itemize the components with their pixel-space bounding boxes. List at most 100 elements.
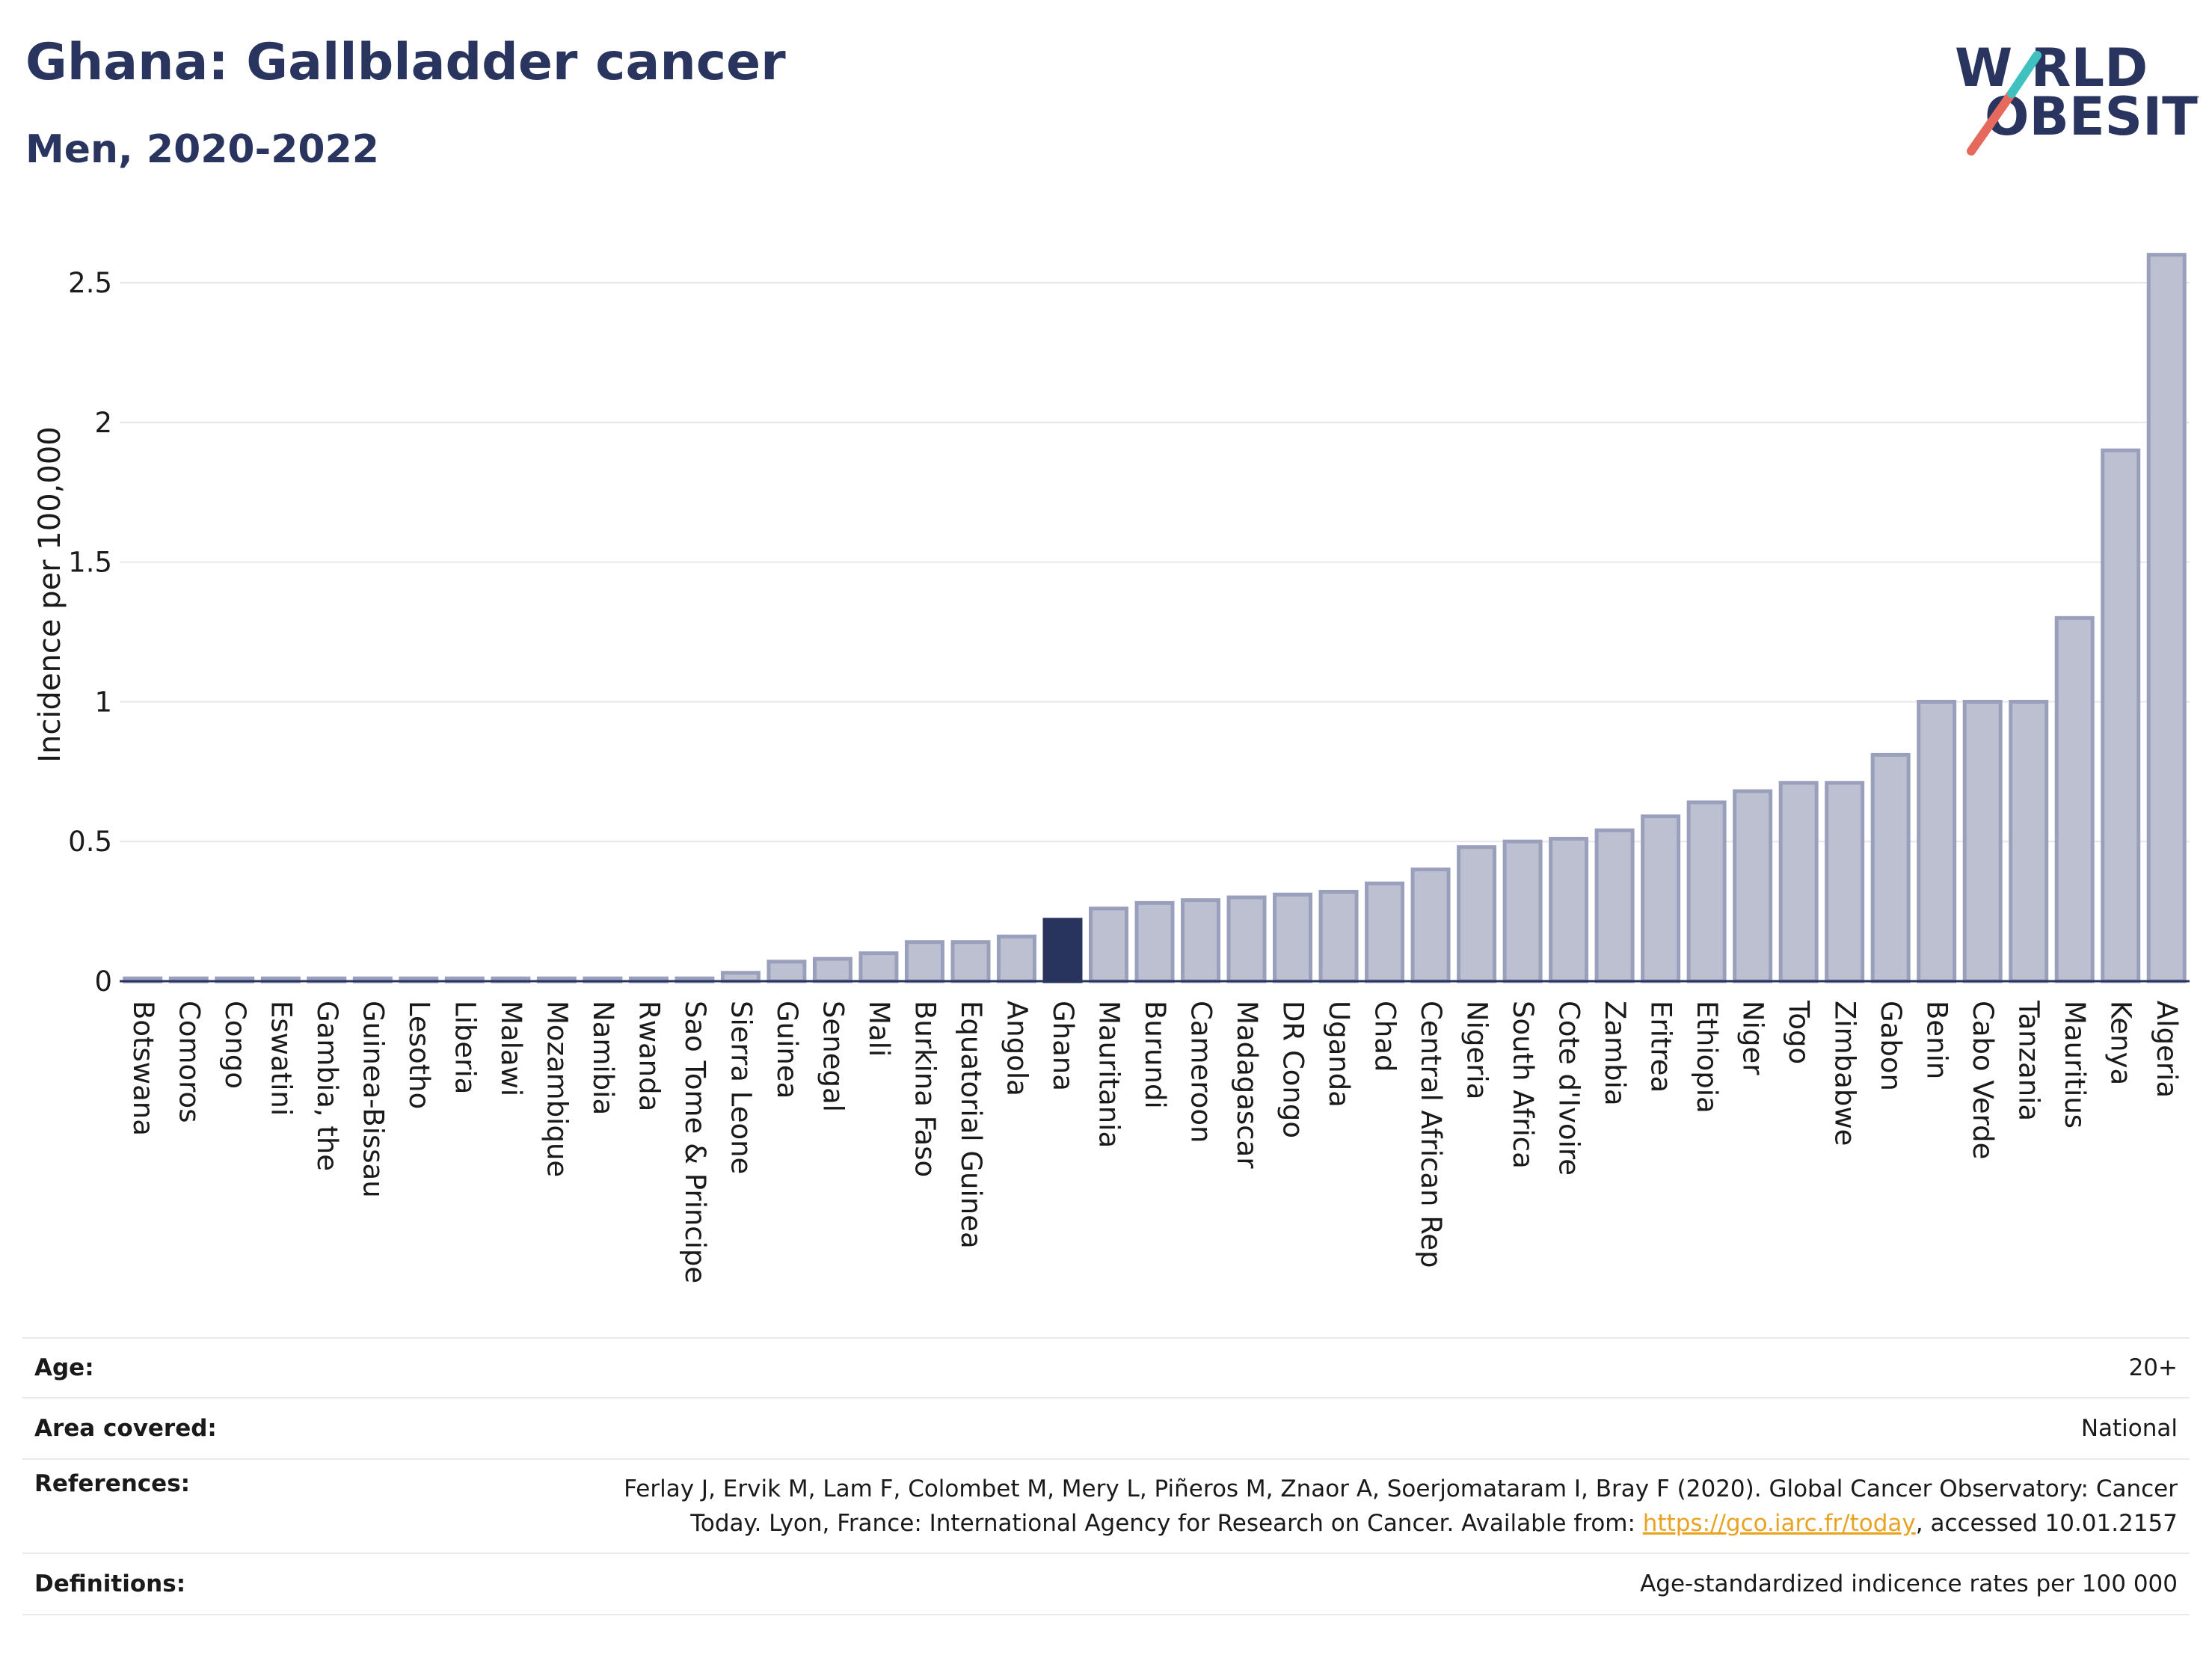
bar-equatorial-guinea [950, 940, 991, 983]
info-row-definitions: Definitions: Age-standardized indicence … [22, 1553, 2190, 1615]
bar-ghana [1042, 918, 1083, 983]
bar-niger [1733, 789, 1773, 983]
x-tick-label: Botswana [127, 1001, 159, 1136]
references-value: Ferlay J, Ervik M, Lam F, Colombet M, Me… [316, 1458, 2190, 1553]
x-tick-label: Uganda [1323, 1001, 1355, 1108]
y-tick-label: 2.5 [68, 267, 112, 299]
info-table: Age: 20+ Area covered: National Referenc… [22, 1337, 2190, 1615]
x-tick-label: Benin [1921, 1001, 1953, 1079]
references-line2-post: , accessed 10.01.2157 [1915, 1510, 2178, 1537]
x-tick-label: Liberia [449, 1001, 481, 1094]
references-line2: Today. Lyon, France: International Agenc… [328, 1506, 2178, 1541]
bar-tanzania [2009, 699, 2049, 983]
x-tick-label: Mozambique [541, 1001, 573, 1177]
bar-madagascar [1226, 895, 1267, 983]
x-tick-label: Zimbabwe [1829, 1001, 1861, 1146]
y-tick-label: 0.5 [68, 826, 112, 858]
logo-text-line1: W RLD [1955, 37, 2148, 99]
y-tick-label: 1 [94, 686, 112, 718]
x-tick-label: Mali [863, 1001, 895, 1057]
bar-gabon [1870, 752, 1911, 983]
x-tick-label: Ghana [1047, 1001, 1079, 1091]
bars [123, 253, 2187, 983]
bar-guinea [766, 959, 807, 983]
bar-togo [1778, 781, 1819, 983]
references-label: References: [22, 1458, 316, 1553]
references-line1: Ferlay J, Ervik M, Lam F, Colombet M, Me… [624, 1476, 2178, 1502]
bar-algeria [2146, 253, 2187, 983]
bar-burundi [1134, 900, 1175, 983]
x-tick-label: Guinea-Bissau [357, 1001, 389, 1198]
x-tick-label: Sao Tome & Principe [679, 1001, 711, 1283]
bar-south-africa [1502, 839, 1543, 983]
page-subtitle: Men, 2020-2022 [25, 127, 379, 172]
bar-kenya [2101, 448, 2141, 983]
y-tick-label: 1.5 [68, 547, 112, 579]
x-tick-label: Malawi [495, 1001, 527, 1096]
x-tick-label: Cabo Verde [1967, 1001, 1999, 1159]
bar-benin [1917, 699, 1957, 983]
x-tick-label: Gambia, the [311, 1001, 343, 1171]
bar-zambia [1594, 828, 1635, 983]
x-tick-label: Angola [1001, 1001, 1033, 1096]
bar-chad [1365, 881, 1405, 983]
x-tick-label: Zambia [1599, 1001, 1631, 1106]
x-tick-label: Cote d'Ivoire [1553, 1001, 1585, 1176]
info-row-references: References: Ferlay J, Ervik M, Lam F, Co… [22, 1458, 2190, 1553]
bar-angola [996, 934, 1036, 983]
y-tick-label: 2 [94, 407, 112, 439]
x-tick-label: South Africa [1507, 1001, 1539, 1169]
references-link[interactable]: https://gco.iarc.fr/today [1642, 1510, 1916, 1537]
bar-eritrea [1641, 814, 1681, 983]
bar-cameroon [1181, 898, 1221, 983]
x-tick-label: Ethiopia [1691, 1001, 1723, 1114]
x-tick-label: Gabon [1875, 1001, 1907, 1091]
x-tick-label: Rwanda [633, 1001, 665, 1111]
info-row-area: Area covered: National [22, 1397, 2190, 1459]
age-value: 20+ [316, 1337, 2190, 1398]
references-line2-pre: Today. Lyon, France: International Agenc… [690, 1510, 1643, 1537]
x-tick-label: Sierra Leone [725, 1001, 757, 1174]
x-tick-label: Mauritania [1093, 1001, 1125, 1148]
area-label: Area covered: [22, 1397, 316, 1459]
x-tick-label: Mauritius [2059, 1001, 2091, 1129]
bar-ethiopia [1686, 800, 1727, 983]
age-label: Age: [22, 1337, 316, 1398]
bar-mauritania [1088, 906, 1128, 983]
info-row-age: Age: 20+ [22, 1337, 2190, 1398]
x-tick-label: DR Congo [1277, 1001, 1309, 1138]
x-tick-label: Tanzania [2013, 1000, 2045, 1121]
x-tick-label: Eswatini [265, 1001, 297, 1116]
y-axis-title: Incidence per 100,000 [33, 426, 67, 763]
bar-dr-congo [1273, 892, 1313, 983]
bar-sierra-leone [720, 971, 761, 983]
x-tick-label: Guinea [771, 1001, 803, 1099]
bar-central-african-rep [1410, 868, 1451, 983]
bar-cote-d-ivoire [1549, 836, 1589, 983]
world-obesity-logo: W RLD OBESITY [1955, 37, 2199, 156]
logo-slash-red [1967, 89, 2016, 156]
y-tick-label: 0 [94, 965, 112, 998]
x-tick-label: Madagascar [1231, 1001, 1263, 1169]
definitions-label: Definitions: [22, 1553, 316, 1615]
y-axis-ticks: 0 0.5 1 1.5 2 2.5 [68, 267, 112, 998]
x-tick-label: Chad [1369, 1001, 1401, 1072]
x-tick-label: Congo [219, 1001, 251, 1089]
bar-zimbabwe [1825, 781, 1865, 983]
area-value: National [316, 1397, 2190, 1459]
x-tick-label: Algeria [2151, 1001, 2183, 1098]
x-tick-label: Burundi [1139, 1001, 1171, 1109]
x-tick-label: Equatorial Guinea [955, 1001, 987, 1249]
bar-uganda [1318, 889, 1359, 983]
bar-cabo-verde [1962, 699, 2003, 983]
x-tick-label: Niger [1737, 1001, 1769, 1075]
x-tick-label: Eritrea [1645, 1001, 1677, 1093]
x-tick-label: Nigeria [1461, 1001, 1493, 1099]
x-tick-label: Cameroon [1185, 1001, 1217, 1143]
x-tick-label: Comoros [173, 1001, 205, 1123]
bar-burkina-faso [904, 940, 944, 983]
bar-nigeria [1457, 845, 1497, 983]
definitions-value: Age-standardized indicence rates per 100… [316, 1553, 2190, 1615]
logo-text-line2: OBESITY [1985, 86, 2199, 147]
bar-senegal [812, 957, 852, 983]
